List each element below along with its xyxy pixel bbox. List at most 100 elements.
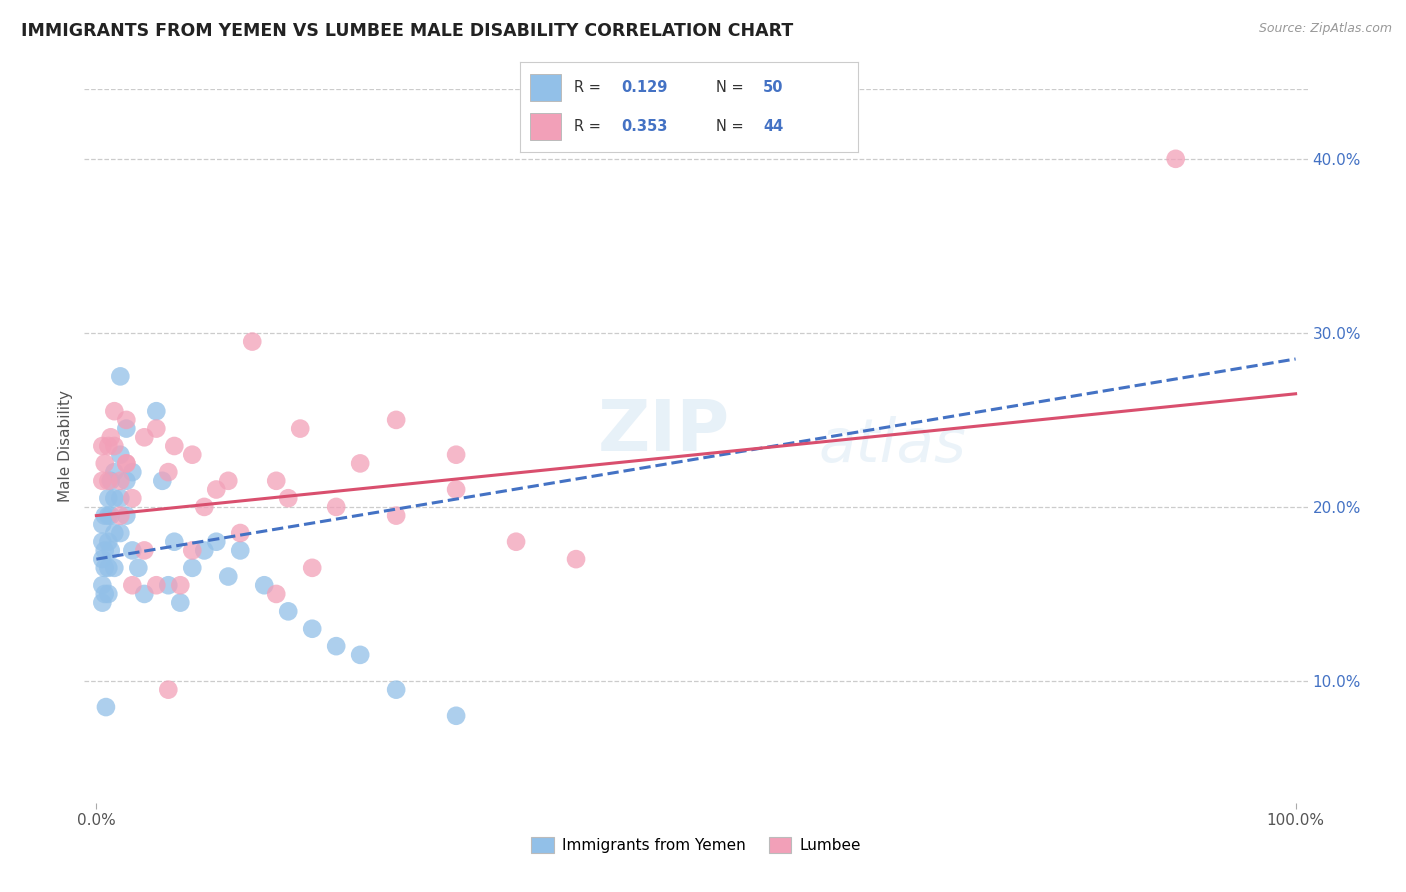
Point	[169, 596, 191, 610]
Point	[115, 413, 138, 427]
Text: N =: N =	[716, 80, 748, 95]
Point	[93, 561, 117, 575]
Text: Source: ZipAtlas.com: Source: ZipAtlas.com	[1258, 22, 1392, 36]
Point	[290, 421, 312, 435]
Point	[163, 439, 186, 453]
Point	[325, 639, 347, 653]
Point	[229, 526, 252, 541]
Point	[349, 648, 371, 662]
Point	[110, 526, 132, 541]
Point	[91, 439, 114, 453]
Point	[97, 561, 120, 575]
Point	[91, 517, 114, 532]
Point	[121, 578, 143, 592]
Y-axis label: Male Disability: Male Disability	[58, 390, 73, 502]
Text: 0.353: 0.353	[621, 120, 668, 134]
Legend: Immigrants from Yemen, Lumbee: Immigrants from Yemen, Lumbee	[526, 831, 866, 859]
Text: atlas: atlas	[818, 417, 966, 475]
Point	[264, 587, 287, 601]
Point	[157, 465, 180, 479]
Point	[181, 561, 204, 575]
Point	[145, 421, 167, 435]
Point	[115, 457, 138, 471]
Point	[301, 561, 323, 575]
Point	[253, 578, 276, 592]
Point	[169, 578, 191, 592]
Point	[115, 474, 138, 488]
Point	[115, 457, 138, 471]
Point	[97, 587, 120, 601]
Point	[97, 534, 120, 549]
Point	[157, 578, 180, 592]
Text: ZIP: ZIP	[598, 397, 730, 467]
Point	[134, 543, 156, 558]
Point	[91, 534, 114, 549]
Point	[349, 457, 371, 471]
Point	[94, 700, 117, 714]
Point	[217, 474, 239, 488]
Point	[115, 421, 138, 435]
Point	[145, 578, 167, 592]
FancyBboxPatch shape	[530, 113, 561, 140]
Point	[193, 500, 215, 514]
Point	[134, 587, 156, 601]
Point	[93, 543, 117, 558]
Point	[121, 465, 143, 479]
Point	[91, 474, 114, 488]
Point	[110, 448, 132, 462]
Point	[277, 604, 299, 618]
Point	[240, 334, 263, 349]
Point	[110, 491, 132, 506]
Point	[385, 508, 408, 523]
Point	[444, 483, 467, 497]
Point	[565, 552, 588, 566]
Point	[205, 534, 228, 549]
Point	[103, 526, 125, 541]
Point	[91, 596, 114, 610]
Point	[97, 474, 120, 488]
Point	[157, 682, 180, 697]
Point	[91, 578, 114, 592]
Point	[444, 708, 467, 723]
Point	[505, 534, 527, 549]
Point	[110, 474, 132, 488]
Point	[301, 622, 323, 636]
Text: N =: N =	[716, 120, 748, 134]
Point	[100, 543, 122, 558]
FancyBboxPatch shape	[530, 74, 561, 101]
Point	[229, 543, 252, 558]
Point	[163, 534, 186, 549]
Point	[103, 465, 125, 479]
Point	[385, 682, 408, 697]
Point	[93, 508, 117, 523]
Point	[150, 474, 173, 488]
Point	[444, 448, 467, 462]
Point	[103, 491, 125, 506]
Point	[100, 474, 122, 488]
Text: 44: 44	[763, 120, 783, 134]
Point	[103, 404, 125, 418]
Point	[121, 491, 143, 506]
Point	[264, 474, 287, 488]
Point	[91, 552, 114, 566]
Text: 0.129: 0.129	[621, 80, 668, 95]
Point	[93, 587, 117, 601]
Point	[97, 439, 120, 453]
Point	[134, 430, 156, 444]
Text: IMMIGRANTS FROM YEMEN VS LUMBEE MALE DISABILITY CORRELATION CHART: IMMIGRANTS FROM YEMEN VS LUMBEE MALE DIS…	[21, 22, 793, 40]
Point	[110, 369, 132, 384]
Point	[277, 491, 299, 506]
Point	[97, 508, 120, 523]
Point	[205, 483, 228, 497]
Point	[193, 543, 215, 558]
Text: R =: R =	[574, 120, 606, 134]
Text: R =: R =	[574, 80, 606, 95]
Point	[97, 491, 120, 506]
Point	[181, 543, 204, 558]
Point	[145, 404, 167, 418]
Point	[100, 430, 122, 444]
Text: 50: 50	[763, 80, 783, 95]
Point	[181, 448, 204, 462]
Point	[217, 569, 239, 583]
Point	[325, 500, 347, 514]
